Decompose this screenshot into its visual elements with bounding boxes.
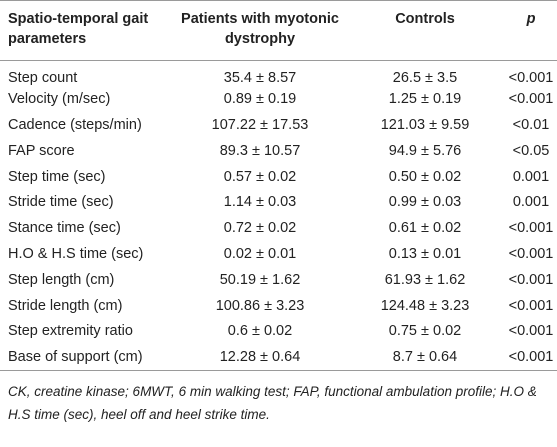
table-row: Cadence (steps/min) 107.22 ± 17.53 121.03 … <box>0 112 557 138</box>
table-cell: 100.86 ± 3.23 <box>215 297 305 314</box>
table-cell: 0.75 ± 0.02 <box>388 323 462 340</box>
table-cell: <0.001 <box>508 245 554 262</box>
table-body: Step count 35.4 ± 8.57 26.5 ± 3.5 <0.001 Vel… <box>0 61 557 371</box>
table-cell: <0.001 <box>508 271 554 288</box>
table-cell: 12.28 ± 0.64 <box>219 348 301 365</box>
table-cell: 0.001 <box>512 194 550 211</box>
table-cell: <0.05 <box>512 142 550 159</box>
table-cell: 89.3 ± 10.57 <box>219 142 301 159</box>
table-cell: Step time (sec) <box>8 168 106 185</box>
table-row: Stride time (sec) 1.14 ± 0.03 0.99 ± 0.03 0… <box>0 189 557 215</box>
table-cell: <0.001 <box>508 297 554 314</box>
header-cell: Spatio-temporal gait parameters <box>8 11 149 47</box>
table-cell: <0.001 <box>508 323 554 340</box>
table-cell: Cadence (steps/min) <box>8 116 142 133</box>
table-cell: 0.72 ± 0.02 <box>223 220 297 237</box>
table-cell: <0.001 <box>508 91 554 108</box>
table-cell: 94.9 ± 5.76 <box>388 142 462 159</box>
table-cell: Velocity (m/sec) <box>8 91 111 108</box>
table-cell: 0.50 ± 0.02 <box>388 168 462 185</box>
table-row: Step time (sec) 0.57 ± 0.02 0.50 ± 0.02 0.0… <box>0 164 557 190</box>
table-cell: <0.001 <box>508 220 554 237</box>
table-cell: <0.001 <box>508 348 554 365</box>
table-cell: 0.61 ± 0.02 <box>388 220 462 237</box>
table-row: Velocity (m/sec) 0.89 ± 0.19 1.25 ± 0.19 <0… <box>0 86 557 112</box>
table-cell: 61.93 ± 1.62 <box>384 271 466 288</box>
table-cell: Stride length (cm) <box>8 297 123 314</box>
table-row: H.O & H.S time (sec) 0.02 ± 0.01 0.13 ± 0.… <box>0 241 557 267</box>
table-row: Step count 35.4 ± 8.57 26.5 ± 3.5 <0.001 <box>0 61 557 87</box>
table-cell: 8.7 ± 0.64 <box>392 348 458 365</box>
table-cell: 0.57 ± 0.02 <box>223 168 297 185</box>
header-cell: Controls <box>395 11 455 27</box>
table-cell: Base of support (cm) <box>8 348 143 365</box>
header-cell: Patients with myotonic dystrophy <box>181 11 339 47</box>
header-row: Spatio-temporal gait parameters Patients … <box>0 0 557 61</box>
header-cell: p <box>526 11 536 27</box>
gait-table: Spatio-temporal gait parameters Patients … <box>0 0 557 371</box>
table-cell: 121.03 ± 9.59 <box>380 116 470 133</box>
table-row: Stride length (cm) 100.86 ± 3.23 124.48 ± … <box>0 293 557 319</box>
table-cell: 50.19 ± 1.62 <box>219 271 301 288</box>
table-cell: 0.89 ± 0.19 <box>223 91 297 108</box>
table-row: Stance time (sec) 0.72 ± 0.02 0.61 ± 0.02 <… <box>0 215 557 241</box>
table-row: Step length (cm) 50.19 ± 1.62 61.93 ± 1.62… <box>0 267 557 293</box>
table-cell: Stride time (sec) <box>8 194 114 211</box>
table-cell: 124.48 ± 3.23 <box>380 297 470 314</box>
table-cell: 1.14 ± 0.03 <box>223 194 297 211</box>
table-cell: <0.01 <box>512 116 550 133</box>
table-cell: H.O & H.S time (sec) <box>8 245 144 262</box>
table-cell: 0.6 ± 0.02 <box>227 323 293 340</box>
table-row: Step extremity ratio 0.6 ± 0.02 0.75 ± 0.0… <box>0 318 557 344</box>
table-cell: Step length (cm) <box>8 271 115 288</box>
table-cell: Step count <box>8 70 78 87</box>
table-row: Base of support (cm) 12.28 ± 0.64 8.7 ± 0.… <box>0 344 557 370</box>
table-cell: 0.02 ± 0.01 <box>223 245 297 262</box>
table-cell: Step extremity ratio <box>8 323 133 340</box>
table-cell: <0.001 <box>508 70 554 87</box>
table-cell: 26.5 ± 3.5 <box>392 70 458 87</box>
table-cell: 0.13 ± 0.01 <box>388 245 462 262</box>
table-cell: 1.25 ± 0.19 <box>388 91 462 108</box>
table-cell: 107.22 ± 17.53 <box>211 116 309 133</box>
footnote: CK, creatine kinase; 6MWT, 6 min walking… <box>8 383 537 422</box>
table-cell: 0.001 <box>512 168 550 185</box>
table-row: FAP score 89.3 ± 10.57 94.9 ± 5.76 <0.05 <box>0 138 557 164</box>
table-cell: Stance time (sec) <box>8 220 121 237</box>
table-cell: 0.99 ± 0.03 <box>388 194 462 211</box>
table-cell: FAP score <box>8 142 75 159</box>
table-cell: 35.4 ± 8.57 <box>223 70 297 87</box>
